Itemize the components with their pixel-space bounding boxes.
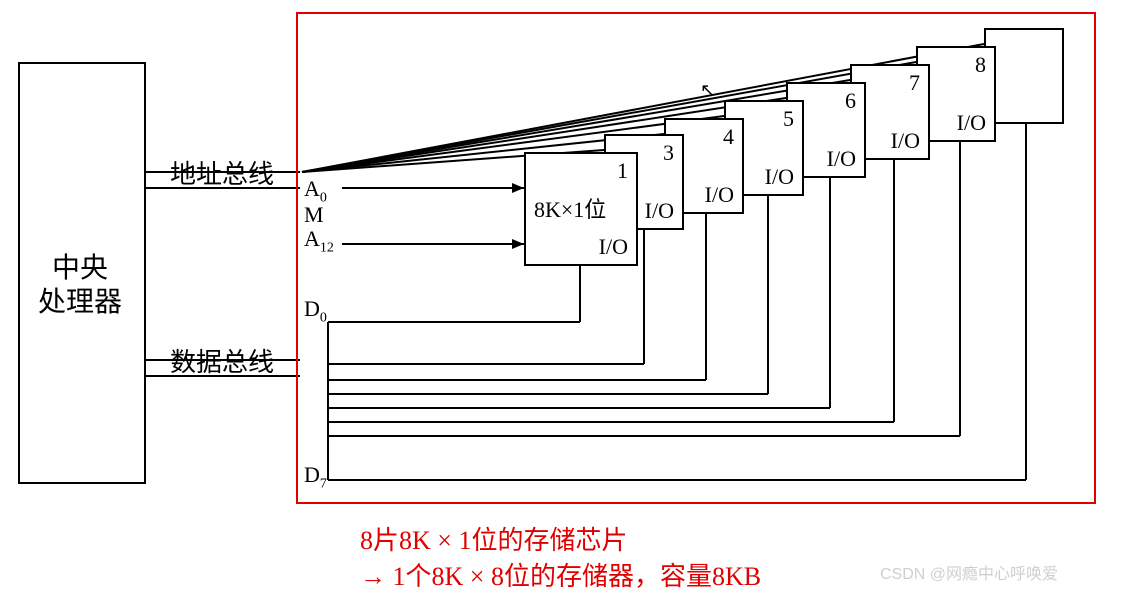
memory-chip-8 <box>984 28 1064 124</box>
watermark-text: CSDN @网瘾中心呼唤爱 <box>880 560 1058 584</box>
caption-line-1: 8片8K × 1位的存储芯片 <box>360 520 627 557</box>
signal-a12-label: A12 <box>304 226 334 256</box>
signal-d0-label: D0 <box>304 296 327 326</box>
diagram-root: 中央 处理器 地址总线 数据总线 A0 M A12 D0 D7 8I/O 7I/… <box>0 0 1125 597</box>
caption-line-2: → 1个8K × 8位的存储器，容量8KB <box>360 556 761 593</box>
chip-1-io: I/O <box>599 234 628 260</box>
data-bus-label: 数据总线 <box>170 342 274 379</box>
signal-m-label: M <box>304 202 324 228</box>
cursor-icon: ↖ <box>700 80 715 101</box>
cpu-label-line2: 处理器 <box>38 287 122 318</box>
chip-1-capacity: 8K×1位 <box>534 192 606 224</box>
cpu-label-line1: 中央 <box>52 253 108 284</box>
signal-d7-label: D7 <box>304 462 327 492</box>
address-bus-label: 地址总线 <box>170 154 274 191</box>
chip-1-number: 1 <box>617 158 628 184</box>
memory-chip-1: 1 8K×1位 I/O <box>524 152 638 266</box>
cpu-label: 中央 处理器 <box>38 252 122 319</box>
